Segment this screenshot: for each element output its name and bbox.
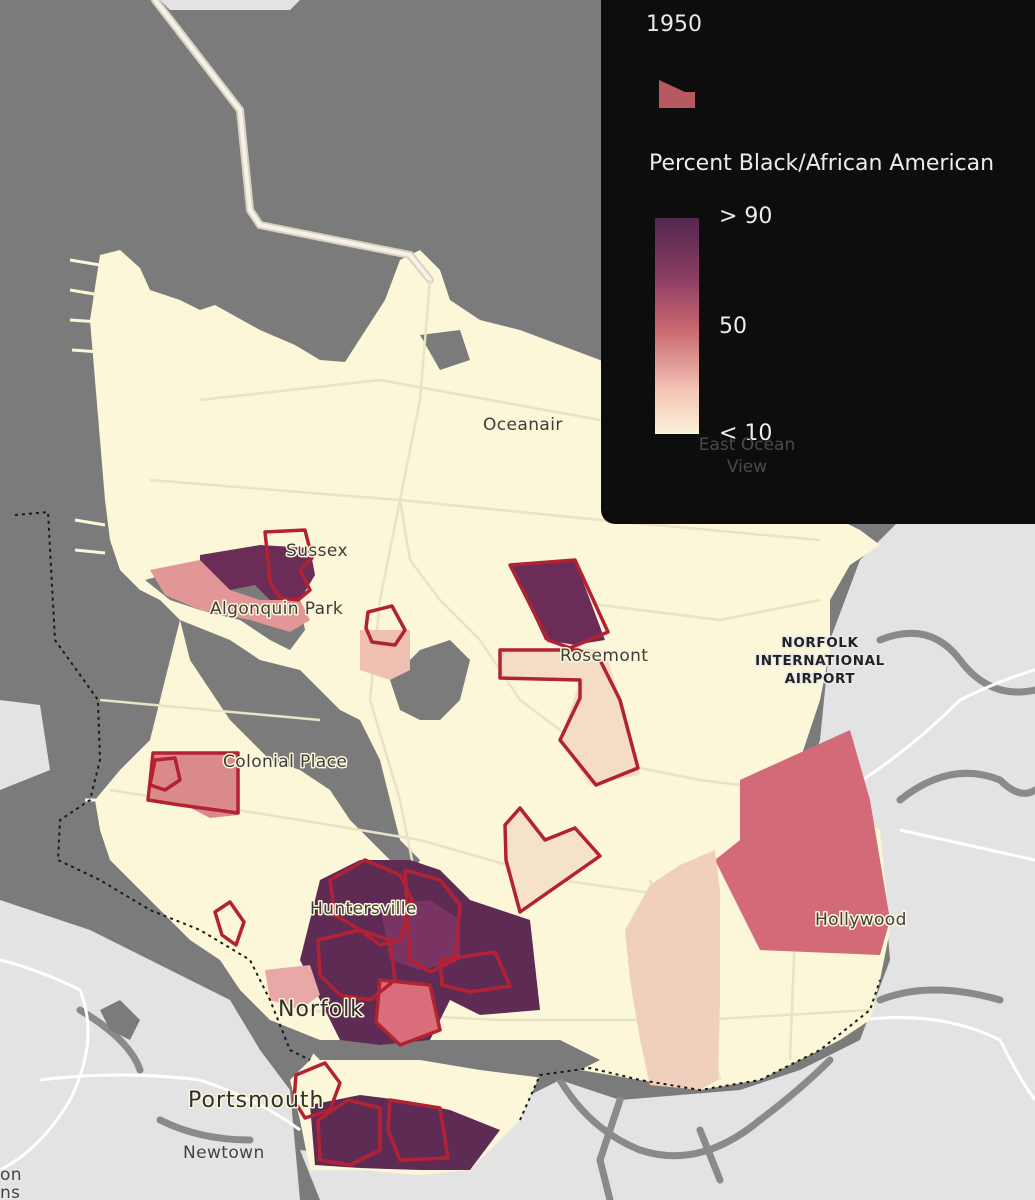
tract-small-pink [360, 630, 410, 680]
tract-colonial [150, 752, 238, 818]
label-sussex: Sussex [286, 541, 348, 561]
label-rosemont: Rosemont [560, 646, 648, 666]
tracts [150, 545, 890, 1170]
legend-tick-mid: 50 [719, 314, 747, 339]
piers [69, 258, 106, 802]
tract-rosemont-dark [510, 560, 605, 645]
label-huntersville: Huntersville [310, 899, 417, 919]
tract-norfolk-pink [375, 980, 440, 1045]
legend-tick-low: < 10 [719, 421, 773, 446]
label-oceanair: Oceanair [483, 415, 563, 435]
label-algonquin-park: Algonquin Park [210, 599, 343, 619]
label-edge-ns: ns [0, 1183, 20, 1200]
legend-color-ramp [655, 218, 699, 434]
label-edge-on: on [0, 1165, 22, 1185]
label-norfolk: Norfolk [278, 997, 364, 1022]
label-hollywood: Hollywood [815, 910, 907, 930]
legend-title: Percent Black/African American [649, 151, 995, 176]
bridge [151, 0, 434, 284]
tract-east-tan [625, 850, 720, 1090]
legend-panel: 1950 Percent Black/African American > 90… [601, 0, 1035, 524]
label-portsmouth: Portsmouth [188, 1088, 324, 1113]
tract-hunters-dark-2 [380, 900, 460, 970]
tract-norfolk-lightpink [265, 965, 320, 1010]
tract-hollywood [715, 730, 890, 955]
redline-outlines [146, 528, 640, 1167]
outside-roads [0, 668, 1035, 1172]
outside-water-channels [76, 629, 1035, 1200]
place-labels: Oceanair Sussex Algonquin Park Rosemont … [0, 414, 908, 1200]
label-airport-line1: NORFOLK [781, 635, 858, 651]
label-airport-line2: INTERNATIONAL [755, 653, 885, 669]
legend-year: 1950 [646, 12, 702, 37]
tract-portsmouth-dark [310, 1095, 500, 1170]
tract-heart [505, 808, 600, 912]
label-east-ocean-view: East Ocean View [698, 435, 796, 477]
tract-algonquin [150, 560, 310, 632]
tract-sussex [200, 545, 315, 600]
city-roads [99, 279, 871, 1081]
legend-swatch [659, 80, 695, 108]
legend-tick-high: > 90 [719, 204, 773, 229]
boundary-line [14, 510, 881, 1121]
label-colonial-place: Colonial Place [223, 752, 347, 772]
label-newtown: Newtown [183, 1143, 265, 1163]
label-airport-line3: AIRPORT [785, 671, 856, 687]
